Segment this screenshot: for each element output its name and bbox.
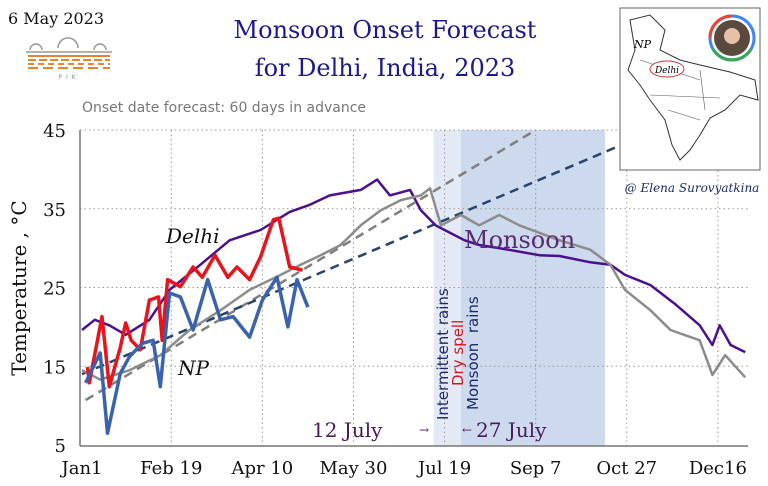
y-axis-label: Temperature , °C [7,200,31,375]
x-tick-label: Feb 19 [140,458,202,479]
trend-lines [81,128,620,402]
label-monsoon-rains: Monsoon rains [464,296,482,410]
trend-line-0 [85,128,537,402]
label-dry-spell: Dry spell [449,320,467,386]
trend-line-1 [81,144,620,376]
y-tick-label: 25 [43,279,66,300]
title-line1: Monsoon Onset Forecast [234,16,537,44]
label-12-july: 12 July [312,418,383,442]
x-tick-label: Apr 10 [230,458,293,479]
svg-text:NP: NP [633,38,652,51]
x-tick-label: Dec16 [689,458,747,479]
y-ticks: 5 15 25 35 45 [43,121,66,457]
y-tick-label: 35 [43,200,66,221]
label-monsoon: Monsoon [464,226,575,254]
arrow-left-icon: ← [462,423,472,437]
y-tick-label: 15 [43,357,66,378]
x-tick-label: Jan1 [60,458,103,479]
x-tick-label: May 30 [319,458,387,479]
label-delhi: Delhi [165,224,220,248]
svg-text:PIK: PIK [58,74,79,81]
series-line-np [84,275,310,435]
x-tick-label: Oct 27 [596,458,657,479]
grid [80,129,748,446]
x-tick-label: Sep 7 [510,458,562,479]
series-line-1 [81,187,747,381]
band-1 [460,130,605,446]
credit: @ Elena Surovyatkina [625,181,760,195]
subtitle: Onset date forecast: 60 days in advance [82,100,366,116]
svg-text:Delhi: Delhi [654,66,679,76]
y-tick-label: 45 [43,121,66,142]
series-line-delhi [85,216,303,389]
label-intermittent-rains: Intermittent rains [434,288,452,420]
date-label: 6 May 2023 [8,9,104,28]
label-27-july: 27 July [476,418,547,442]
inset-map: NP Delhi [619,7,761,171]
title-line2: for Delhi, India, 2023 [255,54,516,82]
series [81,178,747,435]
x-tick-label: Jul 19 [416,458,471,479]
series-line-0 [81,178,746,354]
arrow-right-icon: → [419,423,429,437]
y-tick-label: 5 [55,436,66,457]
pik-logo: PIK [26,37,112,81]
label-np: NP [177,356,210,380]
x-ticks: Jan1 Feb 19 Apr 10 May 30 Jul 19 Sep 7 Oct 27 D… [60,458,747,479]
